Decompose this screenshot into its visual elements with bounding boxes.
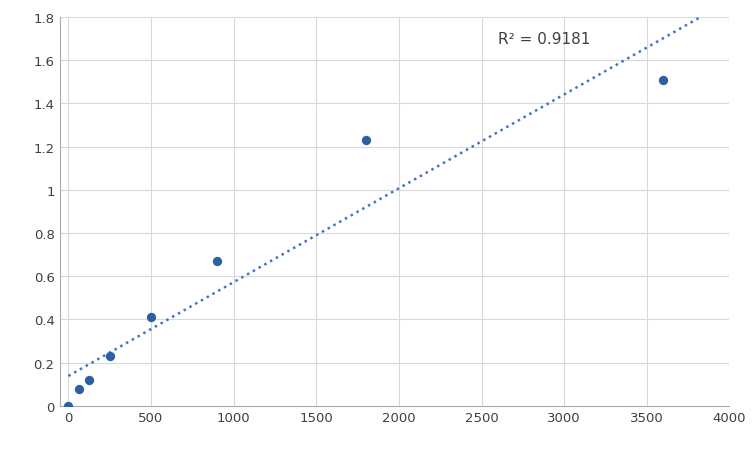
Text: R² = 0.9181: R² = 0.9181 (498, 32, 590, 47)
Point (211, 258, 223, 265)
Point (145, 314, 157, 321)
Point (83, 377, 95, 384)
Point (360, 137, 372, 144)
Point (657, 77, 669, 84)
Point (73, 385, 85, 392)
Point (62, 402, 74, 410)
Point (104, 353, 116, 360)
